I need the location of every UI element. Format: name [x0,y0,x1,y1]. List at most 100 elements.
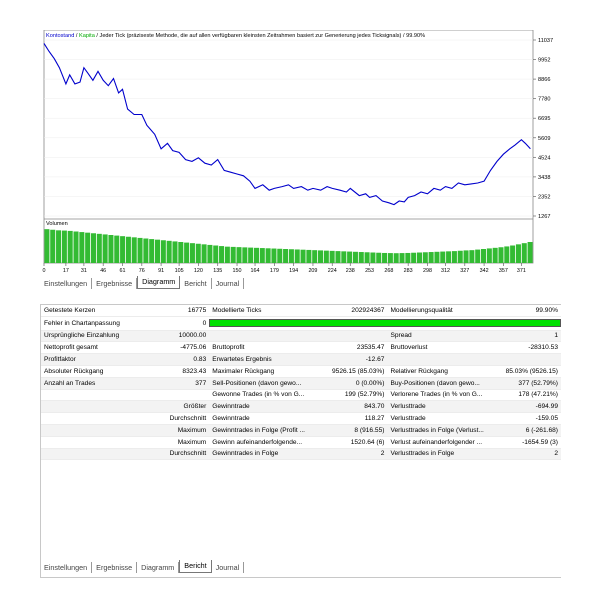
volume-bar [67,230,73,263]
value-verlusttrades-in-folge-avg: 2 [502,448,561,461]
chart-header: Kontostand / Kapita / Jeder Tick (präzis… [46,33,425,39]
label-relativer-rueckgang: Relativer Rückgang [387,365,503,378]
volume-bar [440,251,446,263]
label-maximum-2: Maximum [122,436,210,449]
label-bruttoprofit: Bruttoprofit [209,341,308,355]
value-urspruengliche-einzahlung: 10000.00 [122,330,210,343]
value-gewinntrades-in-folge: 8 (916.55) [307,424,388,437]
label-verlust-aufeinanderfolgende: Verlust aufeinanderfolgender ... [387,436,503,449]
x-tick-label: 342 [480,268,489,274]
label-groesster-gewinntrade: Gewinntrade [209,400,308,414]
report-row: Anzahl an Trades 377 Sell-Positionen (da… [41,377,561,390]
y-tick-label: 7780 [538,97,550,103]
tab-journal-bottom[interactable]: Journal [212,562,245,573]
x-tick-label: 179 [270,268,279,274]
tab-diagramm-bottom[interactable]: Diagramm [137,562,180,573]
volume-bar [242,247,248,263]
volume-bar [376,252,382,263]
volume-bar [352,251,358,263]
value-profitfaktor: 0.83 [122,353,210,366]
volume-bar [265,248,271,263]
x-tick-label: 327 [460,268,469,274]
volume-bar [306,249,312,263]
x-tick-label: 283 [404,268,413,274]
volume-bar [335,251,341,263]
value-erwartetes-ergebnis: -12.67 [307,353,388,366]
value-durchschnitt-verlusttrade: -159.05 [502,412,561,425]
label-verlusttrades-in-folge-avg: Verlusttrades in Folge [387,448,503,461]
y-tick-label: 2352 [538,194,550,200]
x-tick-label: 135 [213,268,222,274]
x-tick-label: 76 [139,268,145,274]
tab-diagramm[interactable]: Diagramm [137,276,181,289]
volume-bar [253,247,259,263]
value-groesster-gewinntrade: 843.70 [307,400,388,414]
tab-ergebnisse[interactable]: Ergebnisse [92,278,138,289]
volume-bar [329,250,335,263]
volume-bar [486,248,492,263]
tabbar-top: Einstellungen Ergebnisse Diagramm Berich… [40,276,245,289]
label-buy-positionen: Buy-Positionen (davon gewo... [387,377,503,390]
x-tick-label: 312 [441,268,450,274]
tab-ergebnisse-bottom[interactable]: Ergebnisse [92,562,138,573]
volume-bar [387,253,393,263]
volume-bar [446,251,452,263]
volume-bar [341,251,347,263]
tab-bericht-bottom[interactable]: Bericht [179,560,212,573]
value-fehler-chartanpassung: 0 [122,316,210,331]
volume-label: Volumen [46,221,68,227]
volume-bar [61,230,67,263]
volume-bar [399,253,405,263]
tab-einstellungen[interactable]: Einstellungen [40,278,93,289]
volume-bar [323,250,329,263]
volume-bar [114,235,120,263]
volume-bar [259,248,265,263]
label-nettoprofit: Nettoprofit gesamt [41,341,123,355]
volume-bar [422,252,428,263]
tab-bericht[interactable]: Bericht [180,278,212,289]
volume-bar [434,251,440,263]
volume-bar [469,250,475,263]
value-bruttoverlust: -28310.53 [502,341,561,355]
value-gewinntrades-in-folge-avg: 2 [307,448,388,461]
volume-bar [277,248,283,263]
x-tick-label: 164 [251,268,260,274]
report-row: Durchschnitt Gewinntrade 118.27 Verlustt… [41,412,561,425]
label-getestete-kerzen: Getestete Kerzen [41,305,123,317]
report-table: Getestete Kerzen 16775 Modellierte Ticks… [41,305,561,461]
label-erwartetes-ergebnis: Erwartetes Ergebnis [209,353,308,366]
volume-bar [527,242,533,263]
volume-bar [90,233,96,263]
volume-bar [475,249,481,263]
volume-bar [312,250,318,263]
value-groesster-verlusttrade: -694.99 [502,400,561,414]
report-row: Getestete Kerzen 16775 Modellierte Ticks… [41,305,561,317]
report-row: Absoluter Rückgang 8323.43 Maximaler Rüc… [41,365,561,378]
volume-bar [283,249,289,263]
label-durchschnitt-2: Durchschnitt [122,448,210,461]
label-durchschnitt: Durchschnitt [122,412,210,425]
volume-bar [236,247,242,263]
volume-bar [166,240,172,263]
tab-journal[interactable]: Journal [212,278,245,289]
value-verlusttrades-in-folge: 6 (-261.68) [502,424,561,437]
volume-bar [364,252,370,263]
volume-bar [120,236,126,263]
balance-chart: 11037 9952 8866 7780 6695 5609 4524 3438 2352 126… [43,30,553,274]
x-tick-label: 105 [175,268,184,274]
label-anzahl-trades: Anzahl an Trades [41,377,123,390]
volume-bar [184,242,190,263]
tab-einstellungen-bottom[interactable]: Einstellungen [40,562,93,573]
label-groesster: Größter [122,400,210,414]
label-modellierungsqualitaet: Modellierungsqualität [387,305,503,317]
value-durchschnitt-gewinntrade: 118.27 [307,412,388,425]
volume-bar [155,239,161,263]
volume-bar [294,249,300,263]
value-getestete-kerzen: 16775 [122,305,210,317]
volume-bar [358,252,364,263]
y-tick-label: 11037 [538,38,553,44]
y-tick-label: 1267 [538,214,550,220]
x-tick-label: 357 [499,268,508,274]
volume-bar [411,252,417,263]
x-tick-label: 61 [119,268,125,274]
